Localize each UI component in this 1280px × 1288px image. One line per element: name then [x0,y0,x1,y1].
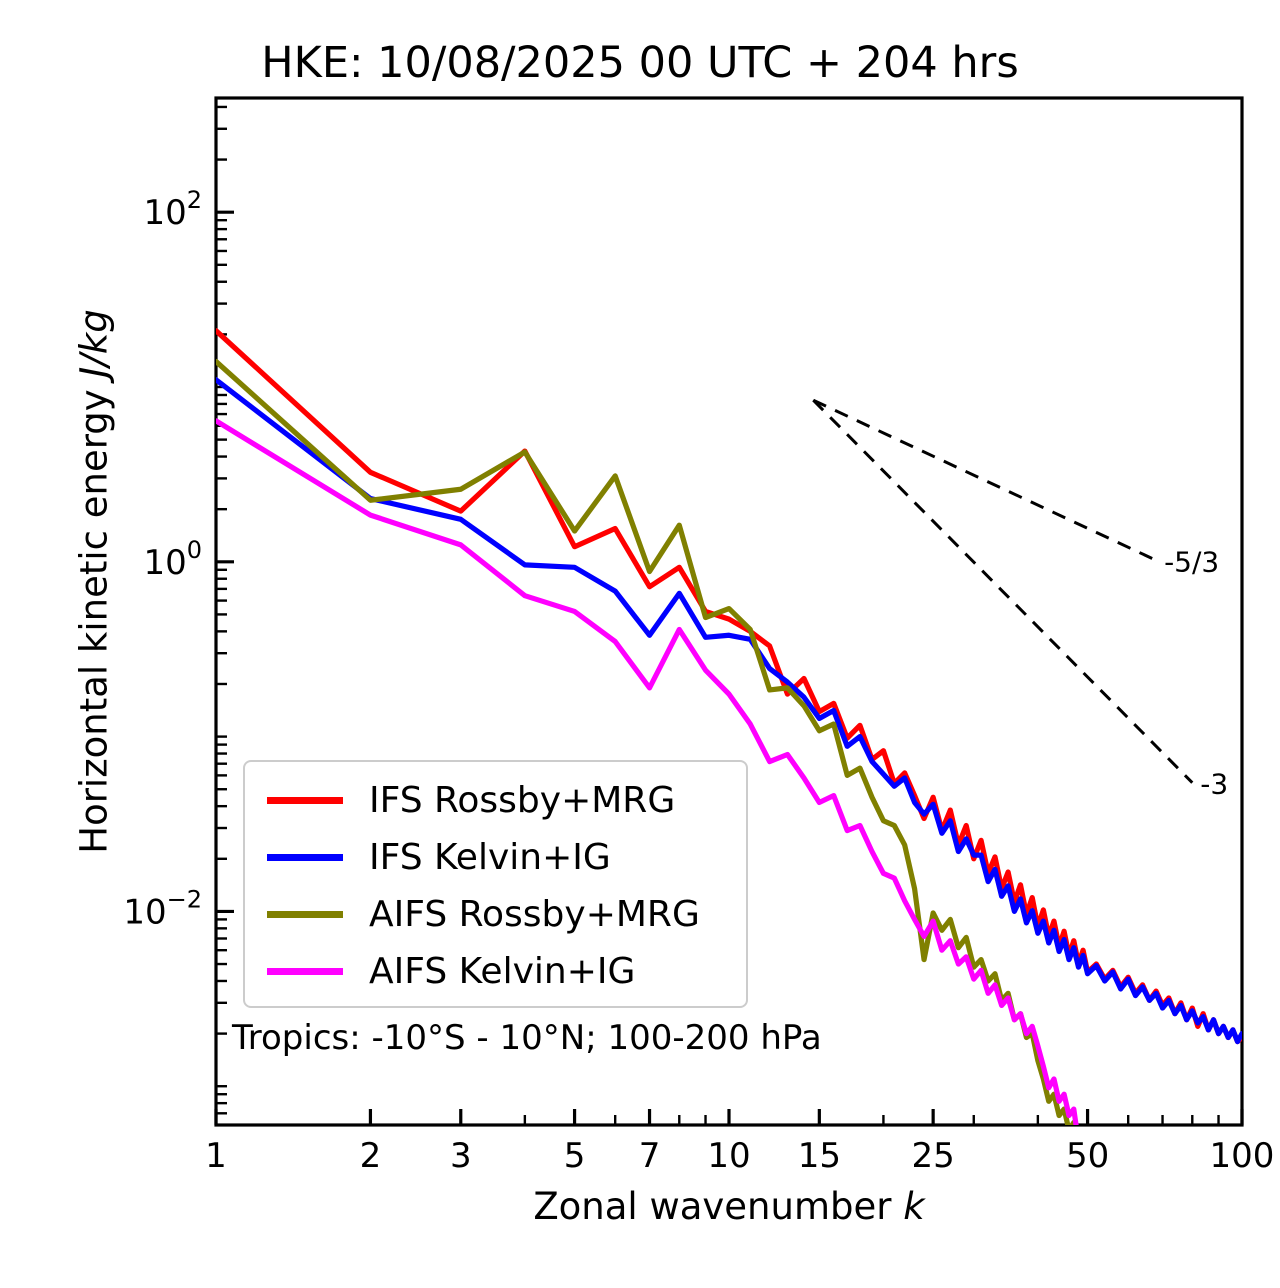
x-axis-tick-label: 3 [450,1136,472,1176]
series-line [216,418,1079,1125]
legend-color-swatch [267,797,343,804]
slope-reference-line [812,398,1157,562]
x-axis-label-symbol: k [903,1185,925,1228]
legend-color-swatch [267,854,343,861]
legend-item-label: AIFS Rossby+MRG [369,893,700,935]
x-axis-label-text: Zonal wavenumber [533,1185,904,1228]
x-axis-tick-label: 2 [360,1136,382,1176]
slope-reference-line [812,399,1194,784]
x-axis-label: Zonal wavenumber k [216,1185,1242,1228]
y-axis-tick-label: 10−2 [123,885,202,932]
legend-item-label: IFS Rossby+MRG [369,779,676,821]
x-axis-tick-label: 100 [1210,1136,1275,1176]
slope-reference-label: -3 [1200,768,1228,801]
region-annotation: Tropics: -10°S - 10°N; 100-200 hPa [232,1018,822,1058]
series-line [216,358,1077,1125]
page-title: HKE: 10/08/2025 00 UTC + 204 hrs [261,38,1019,88]
y-axis-tick-label: 102 [143,186,202,233]
legend-color-swatch [267,911,343,918]
series-line [216,377,1242,1045]
legend-item-label: AIFS Kelvin+IG [369,950,636,992]
legend: IFS Rossby+MRG IFS Kelvin+IG AIFS Rossby+M… [243,760,748,1008]
legend-item[interactable]: IFS Kelvin+IG [245,829,746,886]
x-axis-tick-label: 1 [205,1136,227,1176]
x-axis-tick-label: 10 [707,1136,750,1176]
x-axis-tick-label: 25 [912,1136,955,1176]
y-axis-tick-label: 100 [143,536,202,583]
legend-color-swatch [267,968,343,975]
legend-item[interactable]: AIFS Rossby+MRG [245,886,746,943]
x-axis-tick-label: 5 [564,1136,586,1176]
legend-item-label: IFS Kelvin+IG [369,836,611,878]
legend-item[interactable]: IFS Rossby+MRG [245,772,746,829]
x-axis-tick-label: 15 [798,1136,841,1176]
x-axis-tick-label: 7 [639,1136,661,1176]
x-axis-tick-label: 50 [1066,1136,1109,1176]
slope-reference-label: -5/3 [1164,545,1219,578]
legend-item[interactable]: AIFS Kelvin+IG [245,943,746,1000]
